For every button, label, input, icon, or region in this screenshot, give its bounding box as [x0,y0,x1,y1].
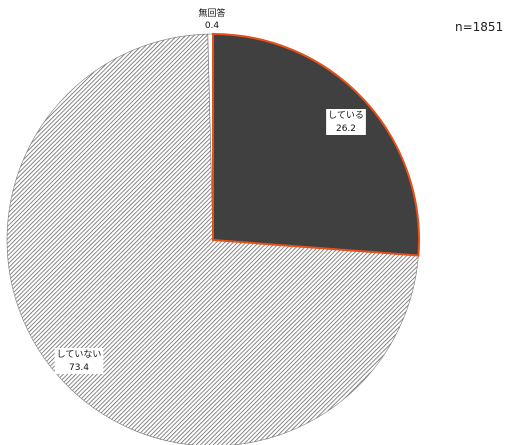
label-background [326,109,366,135]
slice-name-label: していない [57,349,102,360]
slice-label-2: 無回答 0.4 [198,7,225,31]
slice-label-1: していない 73.4 [54,348,104,374]
slice-value-label: 26.2 [336,124,356,134]
pie-slices [6,32,420,445]
pie-slice-0 [212,32,420,257]
label-background [54,348,104,374]
sample-size-label: n=1851 [455,20,504,34]
slice-name-label: している [328,110,364,121]
pie-labels: している 26.2 していない 73.4 無回答 0.4 [54,7,366,374]
slice-value-label: 0.4 [205,21,220,31]
slice-name-label: 無回答 [198,7,225,19]
slice-value-label: 73.4 [69,363,89,373]
slice-label-0: している 26.2 [326,109,366,135]
